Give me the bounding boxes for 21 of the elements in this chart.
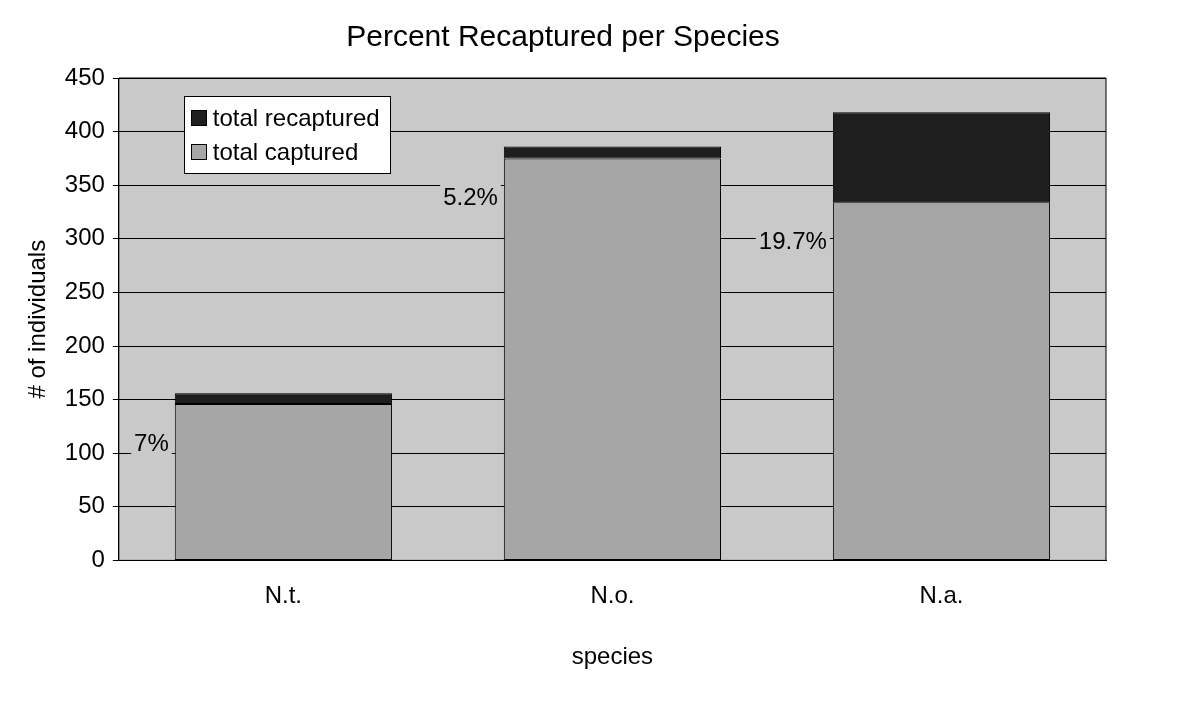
y-tick-label: 250 bbox=[64, 277, 105, 305]
y-tick-label: 100 bbox=[64, 437, 105, 465]
y-tick-label: 450 bbox=[64, 62, 105, 90]
annotation: 5.2% bbox=[443, 183, 498, 211]
x-tick-label: N.a. bbox=[919, 581, 964, 609]
y-tick-label: 400 bbox=[64, 116, 105, 144]
y-tick-label: 150 bbox=[64, 384, 105, 412]
legend-label: total captured bbox=[212, 137, 359, 167]
y-tick-label: 300 bbox=[64, 223, 105, 251]
y-axis-title: # of individuals bbox=[23, 239, 51, 399]
legend-label: total recaptured bbox=[212, 103, 380, 133]
x-axis-title: species bbox=[571, 642, 654, 670]
y-tick-label: 200 bbox=[64, 330, 105, 358]
annotation: 19.7% bbox=[758, 226, 827, 254]
y-tick-label: 50 bbox=[78, 491, 105, 519]
y-tick-label: 350 bbox=[64, 169, 105, 197]
y-tick-label: 0 bbox=[91, 545, 105, 573]
chart-title: Percent Recaptured per Species bbox=[346, 19, 780, 53]
annotation: 7% bbox=[134, 428, 169, 456]
x-tick-label: N.t. bbox=[264, 581, 303, 609]
x-tick-label: N.o. bbox=[590, 581, 635, 609]
